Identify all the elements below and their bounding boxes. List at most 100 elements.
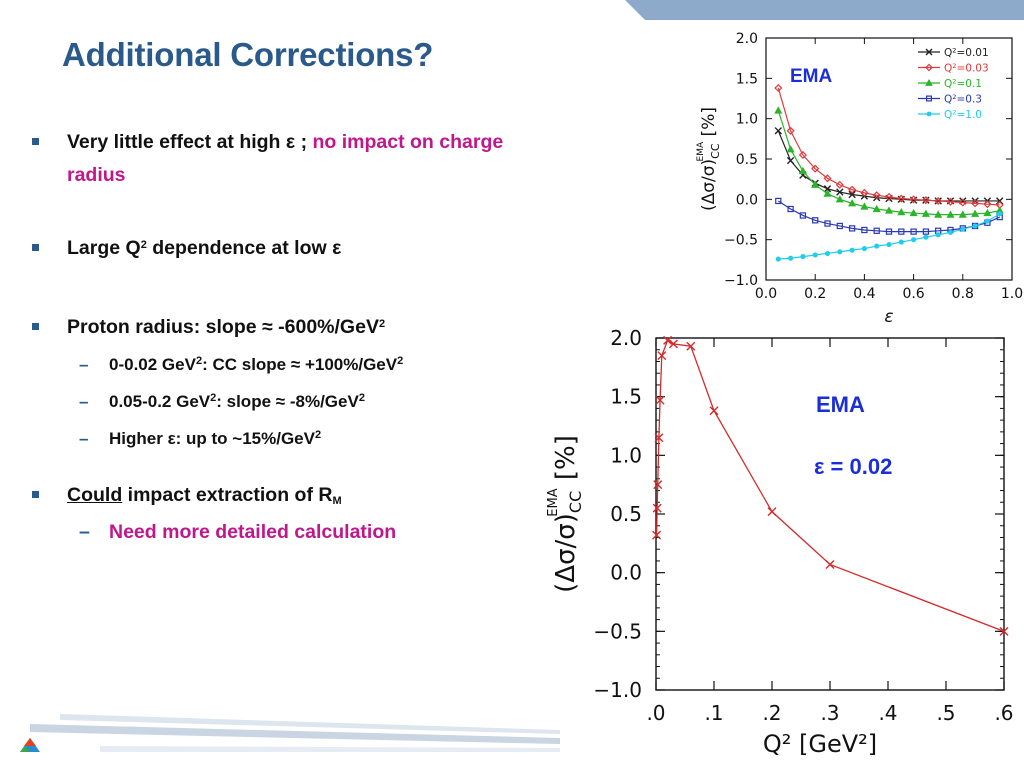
y-tick-label: −0.5 (724, 233, 758, 249)
data-point (911, 237, 917, 243)
data-point (946, 197, 955, 206)
data-point-b (999, 626, 1009, 636)
y-label-main: (Δσ/σ) (551, 513, 581, 593)
data-point (798, 166, 807, 175)
data-point (812, 217, 819, 224)
y-tick-label: 1.0 (736, 112, 758, 128)
series-0 (652, 335, 1009, 636)
x-axis-label: Q² [GeV²] (763, 730, 877, 758)
data-point (848, 225, 856, 232)
footer-decoration (0, 700, 560, 768)
data-point (668, 339, 678, 349)
chart-q2-dependence: 2.0 1.5 1.0 0.5 0.0 −0.5 −1.0.0 .1 .2 .3 .4 .5 .6 Q² … (546, 326, 1014, 758)
bullet-could-impact: Could impact extraction of RM – Need more… (30, 479, 520, 551)
data-point-b (767, 507, 777, 517)
data-point (997, 211, 1003, 217)
legend-entry: Q²=0.1 (944, 78, 982, 90)
data-point (655, 395, 665, 405)
chart-annotation-ema: EMA (790, 66, 833, 87)
sub-bullet-cc-slope: –0-0.02 GeV2: CC slope ≈ +100%/GeV2 (79, 355, 404, 374)
legend-marker (925, 48, 933, 56)
epsilon-symbol: ε (332, 237, 342, 259)
data-point-b (652, 530, 662, 540)
data-point (836, 222, 843, 230)
sub-bullet-higher-epsilon: – Higher ε: up to ~15%/GeV2 (79, 429, 322, 448)
data-point (849, 247, 855, 253)
data-point (923, 234, 929, 240)
x-tick-label: 0.2 (804, 286, 826, 302)
y-label-sub: CC (709, 143, 722, 159)
data-point (786, 156, 795, 165)
y-label-main: (Δσ/σ) (699, 159, 719, 211)
data-point-b (668, 339, 678, 349)
series-line (655, 339, 1005, 632)
data-point (884, 192, 894, 201)
data-point (921, 209, 930, 217)
data-point (885, 228, 893, 235)
x-tick-label: 0.0 (755, 286, 777, 302)
y-tick-label: 1.5 (736, 71, 758, 87)
data-point-b (709, 406, 719, 416)
x-tick-label: 1.0 (1001, 286, 1023, 302)
y-axis-label: (Δσ/σ)CC EMA [%] (546, 435, 585, 593)
y-label-unit: [%] (699, 107, 719, 142)
data-point (934, 196, 943, 205)
data-point (983, 208, 992, 217)
data-point (971, 199, 980, 208)
data-point (823, 174, 832, 183)
y-label-sup: EMA (696, 141, 706, 161)
data-point (836, 188, 844, 196)
bullet-high-epsilon: Very little effect at high ε ; no impact… (30, 126, 520, 192)
data-point (774, 106, 783, 114)
x-tick-label: 0.6 (902, 286, 924, 302)
legend-entry: Q²=0.3 (944, 94, 982, 106)
data-point (848, 185, 857, 194)
data-point (922, 228, 930, 235)
y-axis-label: (Δσ/σ)CCEMA [%] (696, 107, 722, 211)
data-point (848, 190, 856, 199)
y-label-unit: [%] (551, 435, 581, 488)
data-point (910, 228, 917, 235)
data-point-b (786, 156, 795, 165)
data-point (886, 241, 892, 248)
x-tick-label: .6 (994, 701, 1013, 725)
data-point (960, 226, 966, 232)
chart-annotation-ema: EMA (816, 392, 865, 417)
page-title: Additional Corrections? (62, 36, 434, 73)
plot-frame (655, 337, 1005, 691)
y-tick-label: 0.5 (610, 502, 642, 526)
data-point-b (652, 503, 662, 513)
y-label-sub: CC (566, 491, 585, 513)
data-point-b (663, 335, 673, 345)
data-point (799, 212, 807, 219)
y-tick-label: 2.0 (736, 31, 758, 47)
data-point (657, 351, 667, 361)
data-point-b (654, 433, 664, 443)
data-point (800, 254, 806, 260)
y-label-sup: EMA (546, 488, 561, 516)
data-point (873, 227, 880, 234)
y-tick-label: 0.0 (736, 192, 758, 208)
data-point (652, 530, 662, 540)
header-decoration (600, 0, 1024, 20)
data-point (971, 209, 980, 217)
y-tick-label: 2.0 (610, 326, 642, 350)
y-tick-label: −0.5 (593, 619, 642, 643)
data-point (909, 195, 918, 204)
data-point (774, 127, 782, 135)
data-point (837, 249, 843, 255)
x-axis-label: ε (884, 307, 893, 327)
data-point (811, 180, 820, 188)
legend-marker (926, 95, 933, 102)
data-point-b (655, 395, 665, 405)
data-point (686, 341, 696, 351)
data-point (663, 335, 673, 345)
data-point (898, 228, 905, 235)
data-point (947, 229, 954, 235)
data-point (774, 83, 783, 93)
data-point (958, 198, 967, 207)
data-point (874, 243, 880, 249)
chart-epsilon-dependence: 2.01.51.00.50.0−0.5−1.00.0 0.2 0.4 0.6 0.8 1.… (696, 31, 1023, 327)
bullet-q2-dependence: Large Q2 dependence at low ε (30, 232, 520, 265)
series-3: Q²=0.3 (775, 94, 1003, 235)
